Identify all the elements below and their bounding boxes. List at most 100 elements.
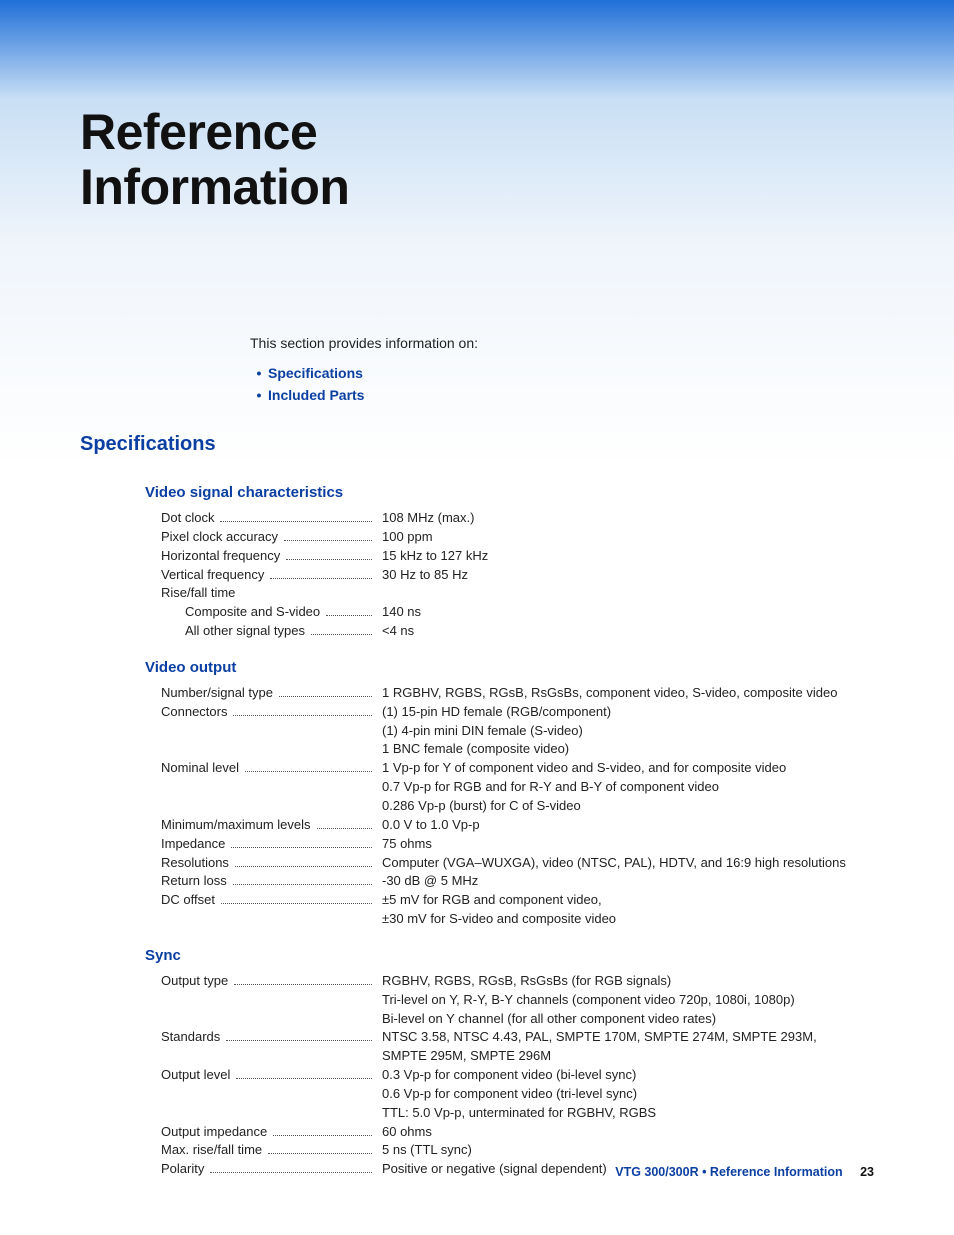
subsection-sync: Sync Output type RGBHV, RGBS, RGsB, RsGs… <box>145 947 874 1179</box>
spec-row-connectors: Connectors (1) 15-pin HD female (RGB/com… <box>161 703 874 760</box>
spec-value: 100 ppm <box>376 528 874 547</box>
spec-label: Output impedance <box>161 1123 271 1142</box>
spec-label: Vertical frequency <box>161 566 268 585</box>
leader-dots <box>245 771 372 772</box>
spec-value-line: ±5 mV for RGB and component video, <box>382 891 874 910</box>
spec-label: Resolutions <box>161 854 233 873</box>
spec-row-dot-clock: Dot clock 108 MHz (max.) <box>161 509 874 528</box>
spec-label: Pixel clock accuracy <box>161 528 282 547</box>
footer-page-number: 23 <box>860 1165 874 1179</box>
subsection-video-signal: Video signal characteristics Dot clock 1… <box>145 484 874 641</box>
page-footer: VTG 300/300R • Reference Information 23 <box>615 1165 874 1179</box>
spec-row-max-rise-fall: Max. rise/fall time 5 ns (TTL sync) <box>161 1141 874 1160</box>
spec-value-line: SMPTE 295M, SMPTE 296M <box>382 1047 874 1066</box>
spec-row-rise-fall-time: Rise/fall time <box>161 584 874 603</box>
spec-value-line: Tri-level on Y, R-Y, B-Y channels (compo… <box>382 991 874 1010</box>
toc-item-specifications[interactable]: • Specifications <box>250 365 874 381</box>
spec-label: Connectors <box>161 703 231 722</box>
spec-label: Number/signal type <box>161 684 277 703</box>
leader-dots <box>221 903 372 904</box>
leader-dots <box>311 634 372 635</box>
leader-dots <box>233 715 372 716</box>
spec-value-line: ±30 mV for S-video and composite video <box>382 910 874 929</box>
spec-value-line: 0.3 Vp-p for component video (bi-level s… <box>382 1066 874 1085</box>
spec-label: Rise/fall time <box>161 584 239 603</box>
spec-row-output-level: Output level 0.3 Vp-p for component vide… <box>161 1066 874 1123</box>
bullet-icon: • <box>250 387 268 403</box>
bullet-icon: • <box>250 365 268 381</box>
spec-value: ±5 mV for RGB and component video, ±30 m… <box>376 891 874 929</box>
spec-value: -30 dB @ 5 MHz <box>376 872 874 891</box>
leader-dots <box>233 884 372 885</box>
spec-value: 1 Vp-p for Y of component video and S-vi… <box>376 759 874 816</box>
spec-label: Return loss <box>161 872 231 891</box>
spec-row-composite-svideo: Composite and S-video 140 ns <box>185 603 874 622</box>
leader-dots <box>284 540 372 541</box>
spec-value: 0.3 Vp-p for component video (bi-level s… <box>376 1066 874 1123</box>
toc-item-included-parts[interactable]: • Included Parts <box>250 387 874 403</box>
spec-row-min-max-levels: Minimum/maximum levels 0.0 V to 1.0 Vp-p <box>161 816 874 835</box>
toc-list: • Specifications • Included Parts <box>250 365 874 403</box>
spec-row-return-loss: Return loss -30 dB @ 5 MHz <box>161 872 874 891</box>
spec-value-line: Bi-level on Y channel (for all other com… <box>382 1010 874 1029</box>
spec-label: Composite and S-video <box>185 603 324 622</box>
spec-value: 30 Hz to 85 Hz <box>376 566 874 585</box>
toc-label: Included Parts <box>268 387 364 403</box>
spec-row-output-type: Output type RGBHV, RGBS, RGsB, RsGsBs (f… <box>161 972 874 1029</box>
spec-row-impedance: Impedance 75 ohms <box>161 835 874 854</box>
leader-dots <box>268 1153 372 1154</box>
spec-value: NTSC 3.58, NTSC 4.43, PAL, SMPTE 170M, S… <box>376 1028 874 1066</box>
spec-row-nominal-level: Nominal level 1 Vp-p for Y of component … <box>161 759 874 816</box>
spec-label: All other signal types <box>185 622 309 641</box>
spec-value-line: (1) 15-pin HD female (RGB/component) <box>382 703 874 722</box>
spec-label: Standards <box>161 1028 224 1047</box>
spec-row-horizontal-frequency: Horizontal frequency 15 kHz to 127 kHz <box>161 547 874 566</box>
spec-label: Nominal level <box>161 759 243 778</box>
spec-row-number-signal-type: Number/signal type 1 RGBHV, RGBS, RGsB, … <box>161 684 874 703</box>
spec-value: 0.0 V to 1.0 Vp-p <box>376 816 874 835</box>
footer-doc-title: VTG 300/300R • Reference Information <box>615 1165 842 1179</box>
spec-value: RGBHV, RGBS, RGsB, RsGsBs (for RGB signa… <box>376 972 874 1029</box>
title-line-1: Reference <box>80 104 317 160</box>
spec-row-pixel-clock-accuracy: Pixel clock accuracy 100 ppm <box>161 528 874 547</box>
spec-row-standards: Standards NTSC 3.58, NTSC 4.43, PAL, SMP… <box>161 1028 874 1066</box>
intro-text: This section provides information on: <box>250 335 874 351</box>
spec-value: 75 ohms <box>376 835 874 854</box>
spec-value-line: 1 Vp-p for Y of component video and S-vi… <box>382 759 874 778</box>
subsection-video-output: Video output Number/signal type 1 RGBHV,… <box>145 659 874 929</box>
spec-label: Minimum/maximum levels <box>161 816 315 835</box>
spec-value: Computer (VGA–WUXGA), video (NTSC, PAL),… <box>376 854 874 873</box>
spec-row-resolutions: Resolutions Computer (VGA–WUXGA), video … <box>161 854 874 873</box>
spec-label: Polarity <box>161 1160 208 1179</box>
spec-row-dc-offset: DC offset ±5 mV for RGB and component vi… <box>161 891 874 929</box>
section-heading-specifications: Specifications <box>80 433 874 456</box>
leader-dots <box>220 521 372 522</box>
spec-label: Dot clock <box>161 509 218 528</box>
leader-dots <box>286 559 372 560</box>
spec-value: 108 MHz (max.) <box>376 509 874 528</box>
spec-label: Output type <box>161 972 232 991</box>
leader-dots <box>231 847 372 848</box>
leader-dots <box>270 578 372 579</box>
spec-value: (1) 15-pin HD female (RGB/component) (1)… <box>376 703 874 760</box>
leader-dots <box>226 1040 372 1041</box>
toc-label: Specifications <box>268 365 363 381</box>
leader-dots <box>236 1078 372 1079</box>
leader-dots <box>273 1135 372 1136</box>
subsection-heading: Video output <box>145 659 874 676</box>
spec-label: Impedance <box>161 835 229 854</box>
spec-value-line: 0.286 Vp-p (burst) for C of S-video <box>382 797 874 816</box>
leader-dots <box>210 1172 372 1173</box>
spec-row-output-impedance: Output impedance 60 ohms <box>161 1123 874 1142</box>
title-line-2: Information <box>80 159 349 215</box>
spec-value: 5 ns (TTL sync) <box>376 1141 874 1160</box>
leader-dots <box>279 696 372 697</box>
spec-value: 140 ns <box>376 603 874 622</box>
subsection-heading: Video signal characteristics <box>145 484 874 501</box>
spec-value-line: (1) 4-pin mini DIN female (S-video) <box>382 722 874 741</box>
spec-row-vertical-frequency: Vertical frequency 30 Hz to 85 Hz <box>161 566 874 585</box>
spec-value: <4 ns <box>376 622 874 641</box>
spec-value-line: 0.7 Vp-p for RGB and for R-Y and B-Y of … <box>382 778 874 797</box>
spec-label: Output level <box>161 1066 234 1085</box>
leader-dots <box>234 984 372 985</box>
